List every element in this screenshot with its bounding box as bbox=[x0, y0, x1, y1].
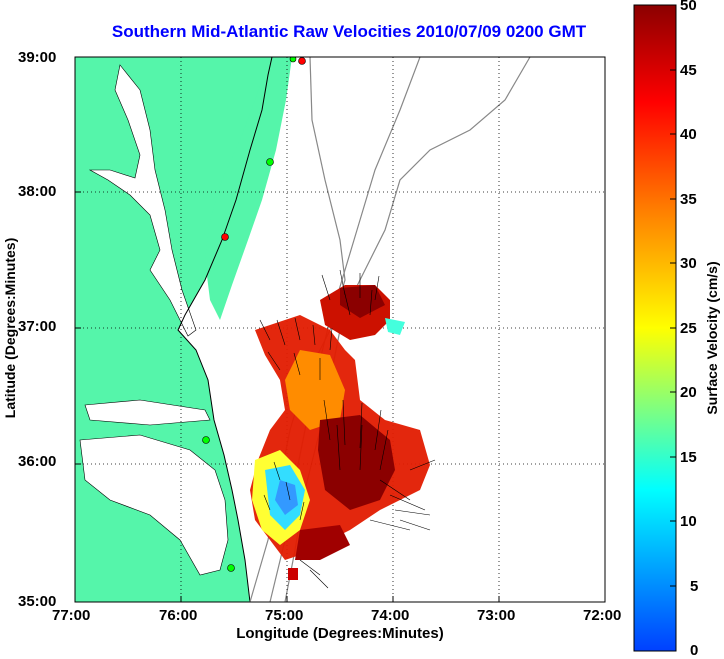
y-tick-label: 35:00 bbox=[18, 593, 57, 610]
colorbar-tick-label: 10 bbox=[680, 513, 697, 530]
velocity-field bbox=[340, 285, 385, 318]
x-tick-label: 76:00 bbox=[159, 607, 198, 624]
colorbar-tick-label: 30 bbox=[680, 255, 697, 272]
colorbar-tick-label: 45 bbox=[680, 62, 697, 79]
colorbar-tick-label: 15 bbox=[680, 449, 697, 466]
station-marker bbox=[202, 436, 210, 444]
x-tick-label: 75:00 bbox=[265, 607, 304, 624]
chesapeake-bay bbox=[88, 64, 197, 337]
x-tick-label: 72:00 bbox=[583, 607, 622, 624]
x-tick-label: 74:00 bbox=[371, 607, 410, 624]
velocity-field bbox=[288, 568, 298, 580]
colorbar-tick-label: 50 bbox=[680, 0, 697, 14]
x-tick-label: 73:00 bbox=[477, 607, 516, 624]
colorbar-ticks bbox=[670, 69, 676, 587]
colorbar bbox=[633, 4, 677, 652]
colorbar-tick-label: 5 bbox=[690, 578, 699, 595]
y-tick-label: 37:00 bbox=[18, 318, 57, 335]
velocity-field bbox=[318, 415, 395, 510]
albemarle-sound bbox=[84, 399, 211, 426]
station-marker bbox=[289, 57, 297, 63]
colorbar-tick-label: 25 bbox=[680, 320, 697, 337]
y-tick-label: 36:00 bbox=[18, 453, 57, 470]
velocity-field bbox=[285, 350, 345, 430]
pamlico-sound bbox=[79, 434, 229, 576]
station-marker bbox=[266, 158, 274, 166]
colorbar-tick-label: 40 bbox=[680, 126, 697, 143]
velocity-vectors bbox=[259, 269, 436, 589]
velocity-field bbox=[275, 480, 298, 515]
x-tick-label: 77:00 bbox=[52, 607, 91, 624]
y-tick-label: 39:00 bbox=[18, 49, 57, 66]
x-axis-label: Longitude (Degrees:Minutes) bbox=[236, 625, 444, 642]
velocity-field bbox=[385, 318, 405, 335]
colorbar-tick-label: 20 bbox=[680, 384, 697, 401]
station-marker bbox=[298, 57, 306, 65]
velocity-field bbox=[295, 525, 350, 560]
station-marker bbox=[227, 564, 235, 572]
coastline bbox=[177, 57, 273, 602]
map-title: Southern Mid-Atlantic Raw Velocities 201… bbox=[111, 22, 587, 41]
land-mass bbox=[205, 57, 292, 320]
axis-ticks bbox=[75, 191, 500, 602]
y-tick-label: 38:00 bbox=[18, 183, 57, 200]
station-marker bbox=[221, 233, 229, 241]
plot-frame bbox=[74, 56, 606, 603]
colorbar-tick-label: 0 bbox=[690, 642, 699, 659]
colorbar-tick-label: 35 bbox=[680, 191, 697, 208]
